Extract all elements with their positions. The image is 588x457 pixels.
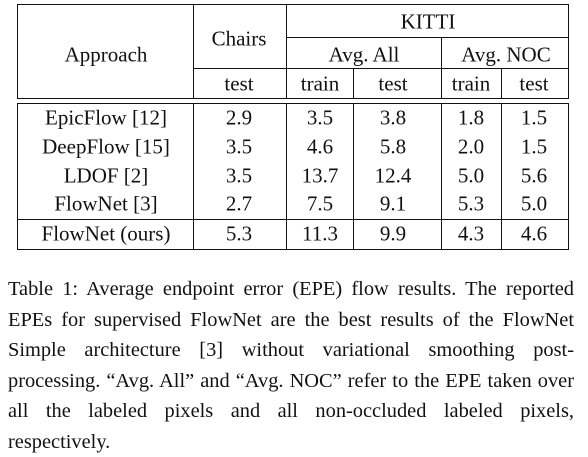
table-cell: 1.5	[520, 134, 548, 159]
header-divider	[286, 4, 288, 99]
subheader-noc-test: test	[519, 71, 549, 96]
body-divider	[501, 103, 503, 250]
subheader-all-train: train	[300, 71, 340, 96]
table-cell: 3.5	[225, 163, 253, 188]
header-rule	[193, 68, 569, 70]
table-cell: 5.0	[457, 163, 485, 188]
table-cell: 11.3	[302, 221, 338, 246]
table-cell: 1.5	[520, 105, 548, 130]
table-cell: 5.8	[379, 134, 407, 159]
table-cell-method: EpicFlow [12]	[45, 105, 167, 130]
table-cell: 3.5	[306, 105, 334, 130]
approach-header: Approach	[64, 42, 148, 67]
header-divider	[193, 4, 195, 99]
table-caption: Table 1: Average endpoint error (EPE) fl…	[8, 278, 574, 453]
table-cell-method: FlowNet [3]	[54, 191, 158, 216]
table-cell-method-ours: FlowNet (ours)	[41, 221, 171, 246]
body-divider	[193, 103, 195, 250]
table-cell: 1.8	[457, 105, 485, 130]
table-cell: 3.8	[379, 105, 407, 130]
body-box	[17, 103, 569, 250]
table-cell: 9.1	[379, 191, 407, 216]
avg-all-header: Avg. All	[328, 42, 400, 67]
table-cell-method: DeepFlow [15]	[42, 134, 170, 159]
body-divider	[353, 103, 355, 250]
table-cell: 9.9	[379, 221, 407, 246]
table-cell: 2.7	[225, 191, 253, 216]
header-rule	[286, 37, 569, 39]
table-cell: 3.5	[225, 134, 253, 159]
subheader-all-test: test	[378, 71, 408, 96]
table-cell: 13.7	[301, 163, 339, 188]
table-cell: 12.4	[374, 163, 412, 188]
table-cell: 7.5	[306, 191, 334, 216]
table-cell: 5.6	[520, 163, 548, 188]
table-cell: 5.3	[457, 191, 485, 216]
table-cell: 4.6	[306, 134, 334, 159]
header-divider	[501, 68, 503, 99]
header-divider	[353, 68, 355, 99]
kitti-header: KITTI	[400, 9, 456, 34]
ours-separator	[17, 219, 569, 221]
avg-noc-header: Avg. NOC	[461, 42, 551, 67]
subheader-noc-train: train	[451, 71, 491, 96]
chairs-header: Chairs	[211, 26, 267, 51]
table-cell: 4.3	[457, 221, 485, 246]
table-cell: 5.0	[520, 191, 548, 216]
body-divider	[286, 103, 288, 250]
table-cell: 5.3	[225, 221, 253, 246]
results-table: Approach Chairs KITTI Avg. All Avg. NOC …	[17, 4, 569, 252]
header-box	[17, 4, 569, 99]
table-cell: 4.6	[520, 221, 548, 246]
table-cell: 2.9	[225, 105, 253, 130]
table-cell-method: LDOF [2]	[63, 163, 149, 188]
subheader-chairs-test: test	[224, 71, 254, 96]
body-divider	[441, 103, 443, 250]
table-cell: 2.0	[457, 134, 485, 159]
